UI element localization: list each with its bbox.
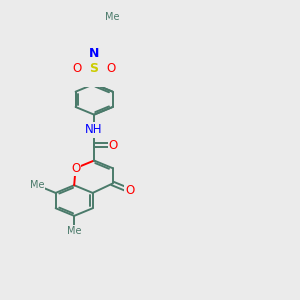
Text: O: O bbox=[71, 162, 80, 175]
Text: Me: Me bbox=[105, 12, 120, 22]
Text: O: O bbox=[106, 62, 116, 75]
Text: Me: Me bbox=[30, 180, 44, 190]
Text: Me: Me bbox=[67, 226, 81, 236]
Text: S: S bbox=[90, 62, 99, 75]
Text: O: O bbox=[125, 184, 134, 197]
Text: O: O bbox=[73, 62, 82, 75]
Text: N: N bbox=[89, 47, 99, 60]
Text: O: O bbox=[109, 139, 118, 152]
Text: NH: NH bbox=[85, 123, 103, 136]
